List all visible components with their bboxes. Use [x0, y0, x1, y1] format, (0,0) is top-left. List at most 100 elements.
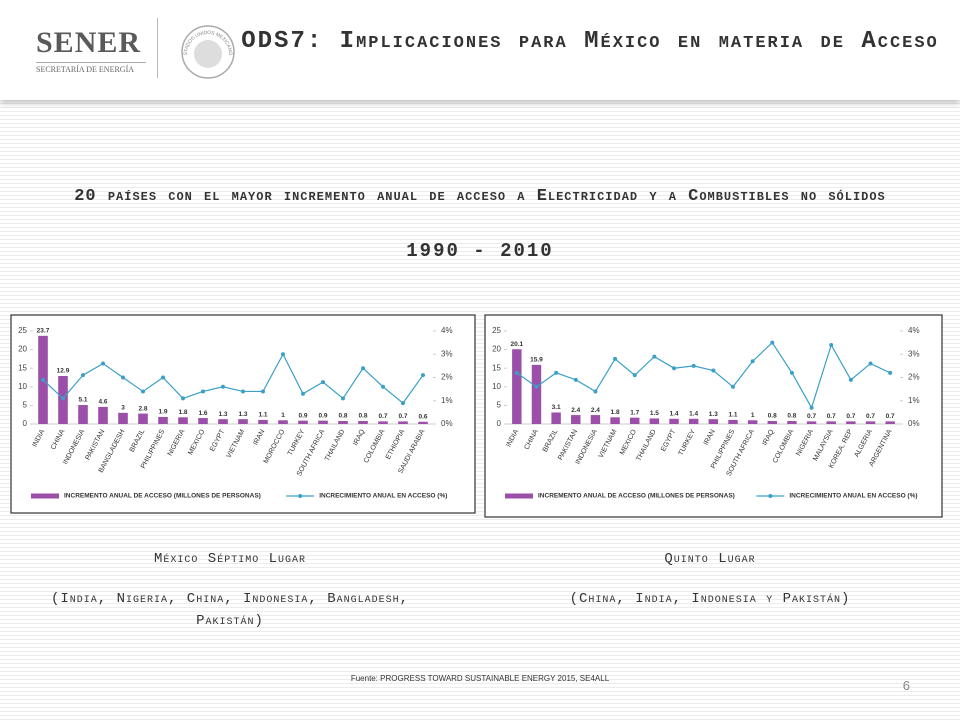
page-number: 6 — [902, 678, 910, 693]
chart-frame — [484, 314, 943, 518]
title: ODS7: Implicaciones para México en mater… — [241, 28, 939, 55]
point — [514, 370, 519, 375]
value-label: 0.7 — [886, 413, 895, 420]
y2-tick-label: 0% — [908, 419, 920, 428]
point — [141, 389, 145, 394]
point — [201, 389, 205, 394]
value-label: 1.3 — [709, 411, 718, 418]
value-label: 12.9 — [57, 368, 70, 375]
y-tick-label: 25 — [18, 326, 27, 335]
bar — [669, 418, 679, 424]
point — [691, 363, 696, 368]
bar — [728, 419, 738, 424]
point — [421, 373, 425, 378]
bar — [512, 349, 522, 424]
y-tick-label: 25 — [492, 326, 501, 335]
y-tick-label: 10 — [492, 382, 501, 391]
legend-swatch — [768, 494, 773, 498]
legend-swatch — [505, 493, 533, 499]
y2-tick-label: 4% — [441, 326, 453, 335]
value-label: 0.7 — [807, 413, 816, 420]
value-label: 2.4 — [591, 407, 600, 414]
value-label: 20.1 — [510, 341, 523, 348]
value-label: 1.1 — [258, 412, 267, 419]
point — [632, 373, 637, 378]
point — [81, 373, 85, 378]
bar — [98, 406, 108, 424]
legend-swatch — [298, 494, 303, 498]
logo: SENER — [36, 26, 142, 59]
point — [341, 396, 345, 401]
subtitle: 20 países con el mayor incremento anual … — [74, 187, 886, 206]
period: 1990 - 2010 — [406, 240, 554, 262]
caption-detail: (China, India, Indonesia y Pakistán) — [569, 591, 851, 607]
point — [221, 384, 225, 389]
bar — [238, 419, 248, 424]
point — [672, 366, 677, 371]
bar — [708, 419, 719, 424]
y-tick-label: 0 — [23, 419, 28, 428]
bar — [138, 413, 148, 424]
value-label: 5.1 — [78, 397, 87, 404]
header-bar — [0, 0, 960, 100]
y2-tick-label: 2% — [441, 373, 453, 382]
bar — [531, 364, 542, 424]
y2-tick-label: 3% — [908, 349, 920, 358]
bar — [747, 420, 758, 424]
bar — [551, 412, 561, 424]
value-label: 3.1 — [552, 404, 561, 411]
y-tick-label: 20 — [492, 345, 501, 354]
value-label: 23.7 — [37, 328, 50, 335]
point — [711, 368, 716, 373]
point — [534, 384, 539, 389]
bar — [865, 421, 876, 424]
bar — [78, 405, 88, 424]
y2-tick-label: 4% — [908, 326, 920, 335]
point — [593, 389, 598, 394]
y-tick-label: 0 — [497, 419, 502, 428]
point — [401, 401, 405, 406]
legend-swatch — [31, 493, 59, 499]
bar — [571, 415, 581, 424]
point — [281, 352, 285, 357]
bar — [826, 421, 836, 424]
value-label: 1 — [281, 412, 285, 419]
bar — [258, 419, 268, 424]
y-tick-label: 5 — [23, 401, 28, 410]
point — [181, 396, 185, 401]
point — [750, 359, 755, 364]
bar — [158, 416, 168, 424]
source: Fuente: PROGRESS TOWARD SUSTAINABLE ENER… — [350, 674, 610, 683]
value-label: 1 — [751, 412, 755, 419]
bar — [846, 421, 856, 424]
bar — [649, 418, 660, 424]
value-label: 0.8 — [768, 413, 777, 420]
bar — [218, 419, 228, 424]
point — [848, 377, 853, 382]
point — [809, 405, 814, 410]
y2-tick-label: 1% — [908, 396, 920, 405]
bar — [378, 421, 388, 424]
y-tick-label: 15 — [18, 363, 27, 372]
value-label: 3 — [121, 405, 125, 412]
y-tick-label: 15 — [492, 363, 501, 372]
point — [652, 354, 657, 359]
value-label: 0.7 — [398, 413, 407, 420]
legend-label: INCREMENTO ANUAL DE ACCESO (MILLONES DE … — [64, 493, 261, 500]
bar — [398, 421, 408, 424]
value-label: 1.3 — [238, 411, 247, 418]
caption-title: Quinto Lugar — [664, 551, 756, 567]
point — [61, 396, 65, 401]
bar — [688, 418, 699, 424]
y2-tick-label: 3% — [441, 349, 453, 358]
bar — [885, 421, 895, 424]
caption-title: México Séptimo Lugar — [153, 551, 307, 567]
legend-label: INCRECIMIENTO ANUAL EN ACCESO (%) — [319, 493, 447, 500]
bar — [118, 412, 128, 424]
line — [42, 352, 424, 404]
point — [161, 375, 165, 380]
value-label: 0.8 — [787, 413, 796, 420]
